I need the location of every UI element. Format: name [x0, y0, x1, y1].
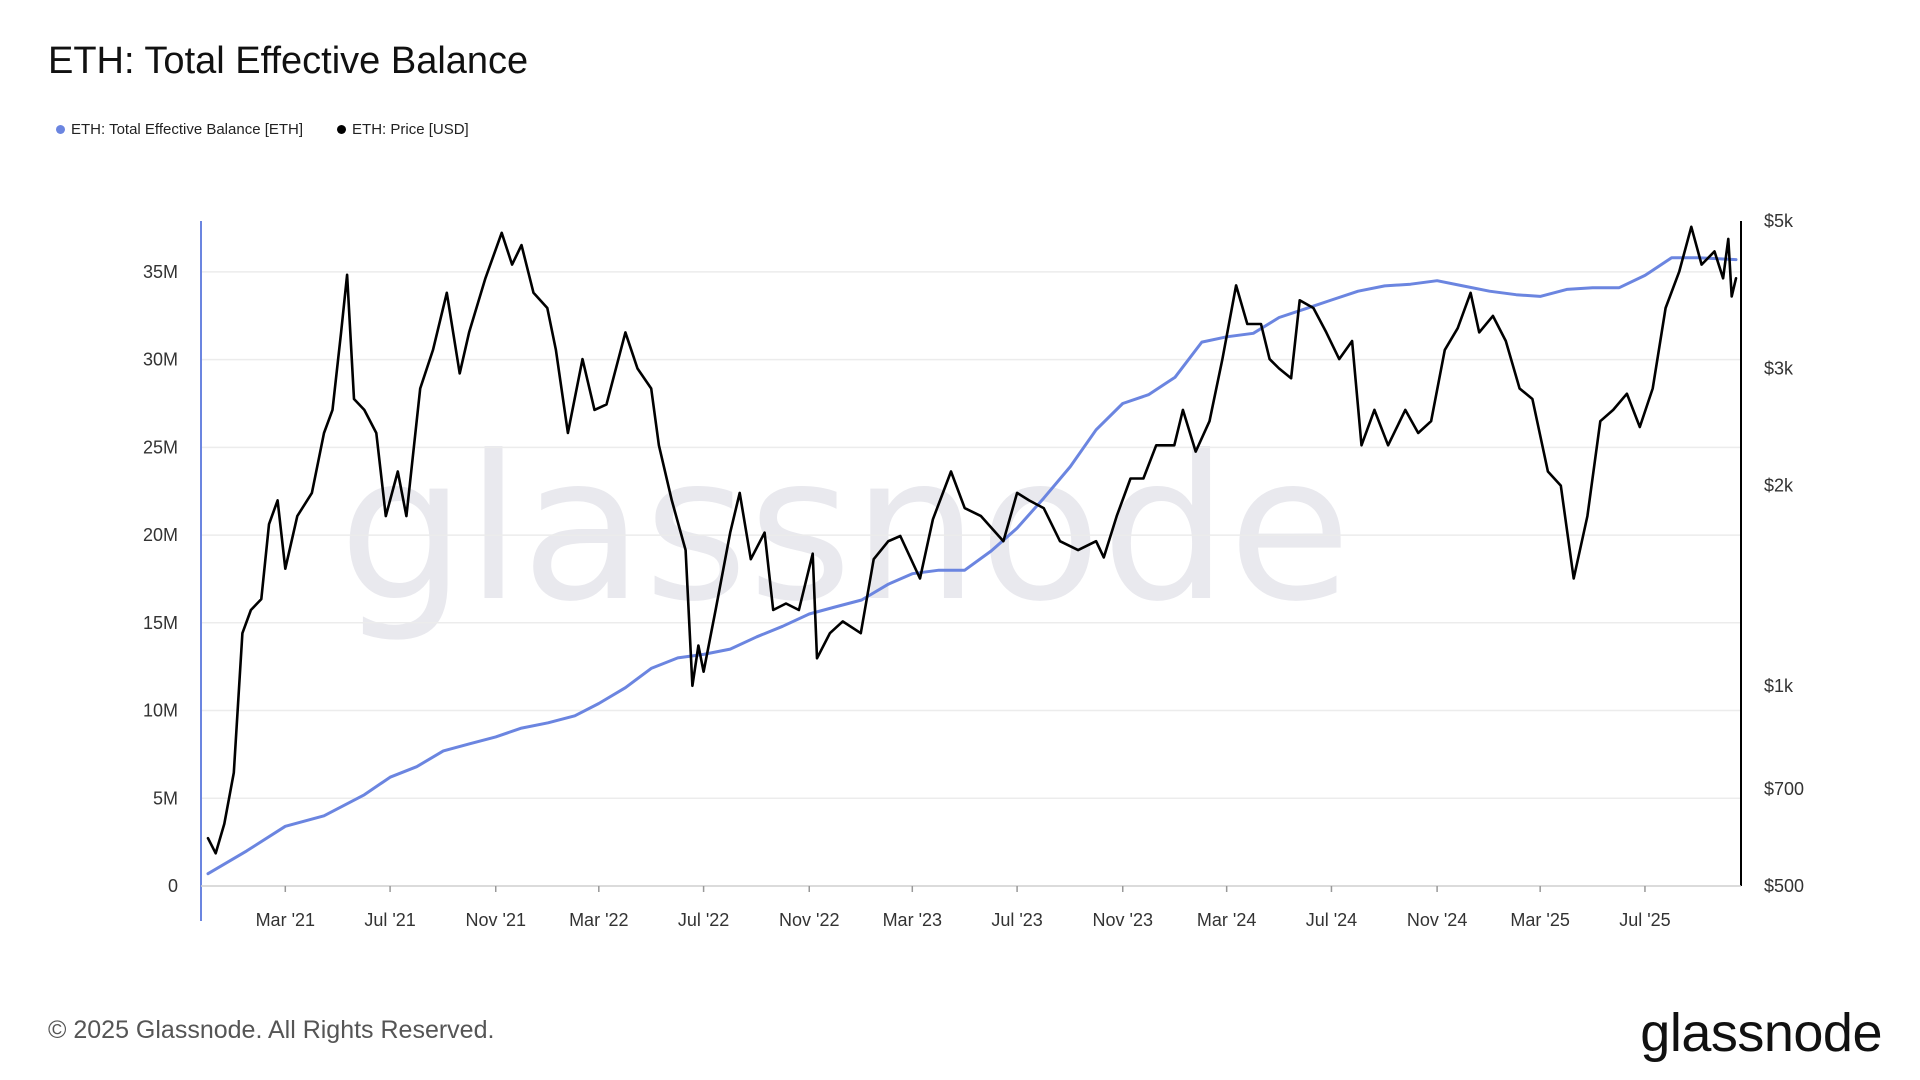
legend-label-balance: ETH: Total Effective Balance [ETH]: [71, 121, 304, 138]
y-left-tick-label: 10M: [143, 701, 178, 721]
y-left-tick-label: 20M: [143, 525, 178, 545]
chart-title: ETH: Total Effective Balance: [48, 40, 529, 82]
watermark: glassnode: [339, 413, 1352, 646]
y-left-tick-label: 0: [168, 876, 178, 896]
legend-label-price: ETH: Price [USD]: [352, 121, 469, 138]
series-line-total-effective-balance: [206, 256, 1738, 876]
y-right-tick-label: $3k: [1764, 359, 1794, 379]
x-axis-ticks: Mar '21 Jul '21 Nov '21 Mar '22 Jul '22 Nov '…: [256, 886, 1671, 930]
y-axis-right-ticks: $500 $700 $1k $2k $3k $5k: [1764, 211, 1804, 896]
legend-item-price[interactable]: ETH: Price [USD]: [337, 121, 469, 138]
y-right-tick-label: $2k: [1764, 476, 1794, 496]
x-tick-label: Mar '24: [1197, 910, 1256, 930]
x-tick-label: Jul '23: [991, 910, 1042, 930]
grid-lines: [201, 271, 1741, 800]
x-tick-label: Mar '23: [883, 910, 942, 930]
x-tick-label: Mar '22: [569, 910, 628, 930]
x-tick-label: Mar '21: [256, 910, 315, 930]
y-right-tick-label: $5k: [1764, 211, 1794, 231]
brand-logo: glassnode: [1640, 1003, 1882, 1063]
y-left-tick-label: 35M: [143, 262, 178, 282]
y-left-tick-label: 25M: [143, 437, 178, 457]
axes: [200, 221, 1742, 921]
y-right-tick-label: $1k: [1764, 676, 1794, 696]
x-tick-label: Nov '21: [466, 910, 526, 930]
x-tick-label: Jul '22: [678, 910, 729, 930]
x-tick-label: Jul '21: [364, 910, 415, 930]
legend-dot-balance: [56, 125, 65, 134]
x-tick-label: Jul '25: [1619, 910, 1670, 930]
y-right-tick-label: $500: [1764, 876, 1804, 896]
y-left-tick-label: 30M: [143, 350, 178, 370]
y-left-tick-label: 15M: [143, 613, 178, 633]
legend-item-balance[interactable]: ETH: Total Effective Balance [ETH]: [56, 121, 303, 138]
series-line-eth-price: [206, 225, 1738, 855]
x-tick-label: Nov '22: [779, 910, 839, 930]
x-tick-label: Nov '23: [1093, 910, 1153, 930]
y-left-tick-label: 5M: [153, 788, 178, 808]
x-tick-label: Mar '25: [1510, 910, 1569, 930]
copyright-footer: © 2025 Glassnode. All Rights Reserved.: [48, 1016, 495, 1044]
x-tick-label: Nov '24: [1407, 910, 1467, 930]
legend: ETH: Total Effective Balance [ETH] ETH: …: [56, 121, 469, 138]
y-right-tick-label: $700: [1764, 779, 1804, 799]
series-group: [206, 225, 1738, 876]
x-tick-label: Jul '24: [1306, 910, 1357, 930]
legend-dot-price: [337, 125, 347, 134]
y-axis-left-ticks: 0 5M 10M 15M 20M 25M 30M 35M: [143, 262, 178, 896]
